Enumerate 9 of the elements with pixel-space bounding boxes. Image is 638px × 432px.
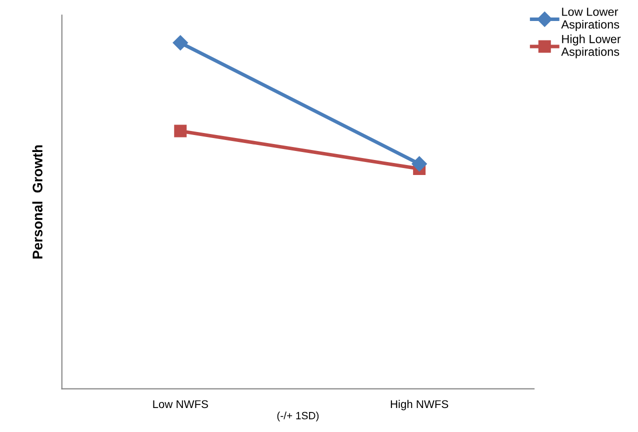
legend-label: Low Lower Aspirations bbox=[561, 8, 620, 31]
y-axis-title: Personal Growth bbox=[32, 145, 42, 259]
point bbox=[412, 156, 427, 172]
point bbox=[174, 124, 187, 138]
x-tick-label: High NWFS bbox=[390, 400, 448, 410]
legend-label: High Lower Aspirations bbox=[561, 34, 621, 58]
x-axis-title: (-/+ 1SD) bbox=[277, 412, 319, 422]
x-tick-label: Low NWFS bbox=[153, 400, 208, 408]
point bbox=[172, 35, 188, 50]
